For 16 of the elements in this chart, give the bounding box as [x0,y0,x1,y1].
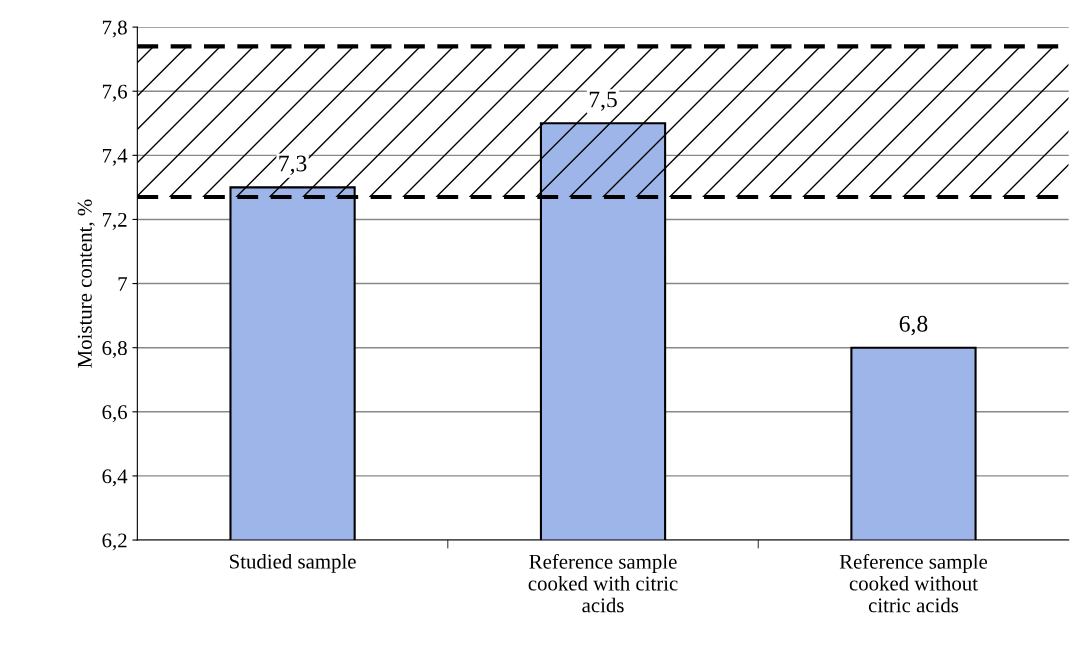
data-label: 7,5 [589,91,617,111]
x-tick-label: Studied sample [230,553,356,573]
y-tick-label: 7,4 [102,148,128,166]
data-label: 7,3 [279,155,307,175]
y-tick-label: 7,8 [102,20,127,38]
y-tick-label: 7,6 [102,84,127,102]
x-tick-label: Reference sample cooked with citric acids [528,553,678,613]
y-tick-label: 7,2 [102,212,127,230]
y-tick-label: 6,4 [102,469,128,487]
y-tick-label: 6,8 [102,341,127,359]
y-tick-label: 6,2 [102,533,127,551]
y-tick-label: 7 [118,277,128,291]
y-axis-title: Moisture content, % [77,199,95,368]
y-tick-label: 6,6 [102,405,127,423]
x-tick-label: Reference sample cooked without citric acids [839,553,988,613]
data-label: 6,8 [899,315,928,336]
